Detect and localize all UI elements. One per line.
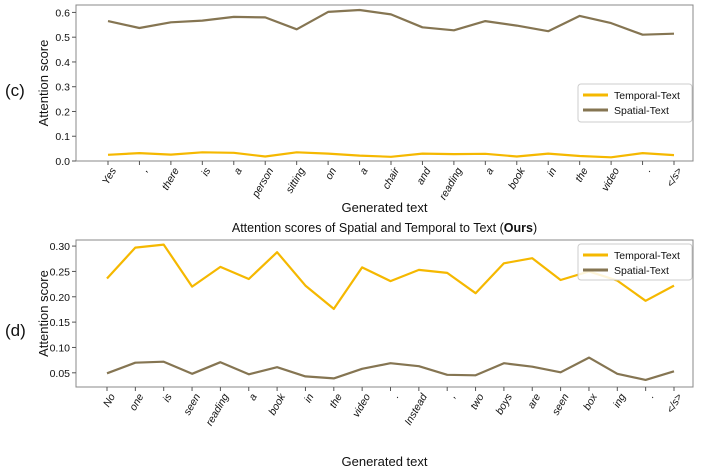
x-tick-label: </s> [664, 166, 685, 190]
x-tick-label: in [302, 392, 317, 405]
y-tick-label: 0.05 [50, 368, 71, 380]
x-tick-label: . [390, 392, 402, 401]
x-axis-label: Generated text [342, 200, 428, 215]
chart-title-end: ) [533, 221, 537, 235]
x-tick-label: , [446, 392, 458, 401]
x-tick-label: and [414, 165, 434, 187]
x-tick-label: . [645, 392, 657, 401]
x-tick-label: there [160, 166, 182, 193]
legend-label: Temporal-Text [614, 90, 680, 102]
x-tick-label: on [323, 166, 339, 182]
x-tick-label: person [249, 166, 276, 201]
x-tick-label: seen [181, 392, 203, 418]
y-tick-label: 0.10 [50, 342, 71, 354]
x-tick-label: book [266, 391, 288, 417]
x-tick-label: reading [437, 166, 465, 202]
x-tick-label: sitting [284, 166, 308, 196]
y-axis-label: Attention score [36, 270, 51, 357]
axes-frame [75, 239, 694, 388]
axes-frame [75, 4, 694, 162]
x-tick-label: seen [550, 392, 572, 418]
series-line-spatial-text [107, 8, 675, 36]
y-axis-label: Attention score [36, 40, 51, 127]
x-tick-label: Yes [100, 165, 120, 187]
x-tick-label: are [525, 392, 543, 411]
chart-title: Attention scores of Spatial and Temporal… [232, 221, 537, 235]
panel-label: (d) [5, 321, 26, 340]
x-tick-label: is [161, 391, 176, 404]
x-tick-label: book [506, 165, 528, 191]
x-tick-label: the [573, 166, 591, 185]
y-tick-label: 0.3 [55, 82, 70, 94]
y-tick-label: 0.25 [50, 266, 71, 278]
legend-label: Temporal-Text [614, 250, 680, 262]
x-tick-label: in [545, 166, 560, 179]
x-tick-label: video [350, 392, 373, 420]
y-tick-label: 0.15 [50, 317, 71, 329]
x-tick-label: </s> [664, 392, 685, 416]
x-tick-label: . [642, 166, 654, 175]
y-tick-label: 0.5 [55, 32, 70, 44]
x-tick-label: chair [380, 165, 402, 191]
x-tick-label: is [199, 165, 214, 178]
legend-label: Spatial-Text [614, 105, 669, 117]
y-tick-label: 0.30 [50, 241, 71, 253]
x-tick-label: reading [204, 392, 232, 428]
chart-title-bold: Ours [504, 221, 533, 235]
y-tick-label: 0.2 [55, 106, 70, 118]
legend: Temporal-Text Spatial-Text [577, 83, 693, 123]
y-tick-label: 0.0 [55, 156, 70, 168]
y-tick-label: 0.20 [50, 292, 71, 304]
x-tick-label: video [599, 166, 622, 194]
x-tick-label: a [246, 392, 259, 403]
legend: Temporal-Text Spatial-Text [577, 243, 693, 281]
x-tick-label: , [139, 166, 151, 175]
y-tick-label: 0.4 [55, 57, 70, 69]
x-tick-label: ing [611, 392, 628, 410]
x-tick-label: one [127, 392, 146, 413]
x-tick-label: a [357, 166, 370, 177]
chart-panel-d: (d) Attention scores of Spatial and Tempo… [5, 221, 694, 469]
panel-label: (c) [5, 81, 25, 100]
x-tick-label: two [468, 392, 487, 412]
x-tick-label: a [483, 166, 496, 177]
x-tick-label: boys [493, 391, 515, 417]
chart-title-text: Attention scores of Spatial and Temporal… [232, 221, 505, 235]
series-line-spatial-text [106, 356, 675, 381]
x-tick-label: Instead [402, 391, 430, 428]
x-tick-label: box [581, 391, 600, 412]
x-tick-label: the [327, 392, 345, 411]
legend-label: Spatial-Text [614, 265, 669, 277]
x-tick-label: a [232, 166, 245, 177]
x-tick-label: No [101, 392, 118, 410]
x-axis-label: Generated text [342, 454, 428, 469]
y-tick-label: 0.6 [55, 7, 70, 19]
y-tick-label: 0.1 [55, 131, 70, 143]
series-line-temporal-text [107, 151, 675, 159]
